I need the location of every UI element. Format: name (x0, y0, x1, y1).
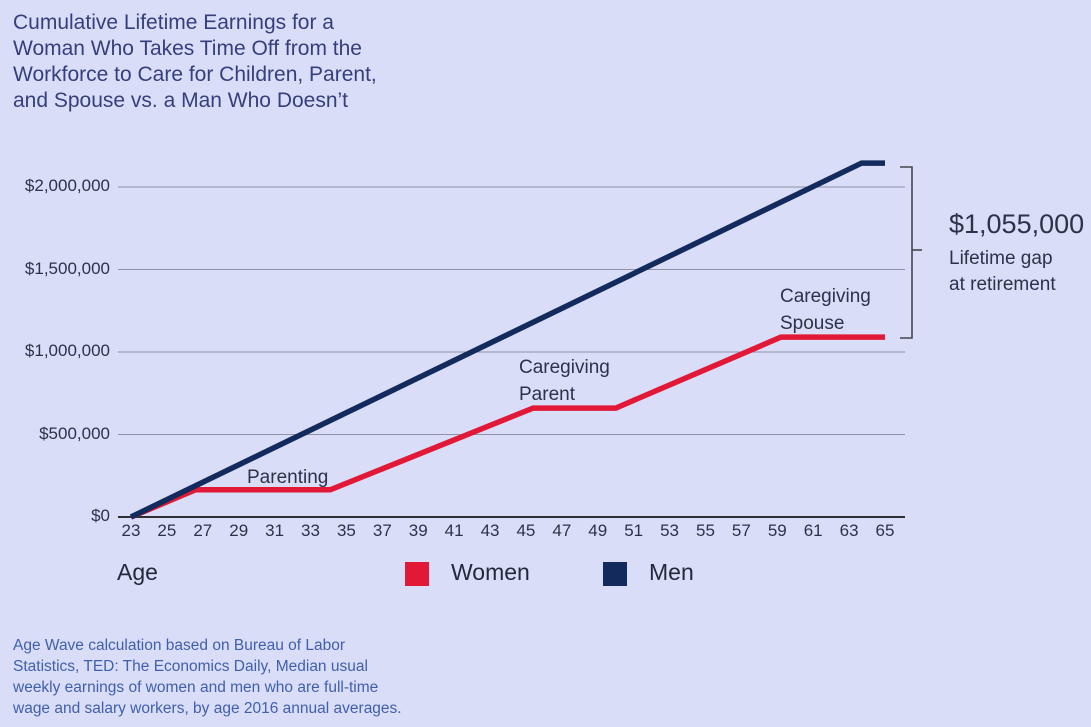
x-axis-tick-label: 35 (336, 521, 356, 540)
x-axis-tick-label: 53 (660, 521, 680, 540)
x-axis-title: Age (117, 559, 158, 585)
women-color-swatch (405, 562, 429, 586)
chart-title: Cumulative Lifetime Earnings for a Woman… (13, 11, 377, 112)
annotation-caregiving-parent: Caregiving Parent (519, 357, 610, 405)
x-axis-tick-label: 43 (480, 521, 500, 540)
x-axis-tick-label: 39 (408, 521, 428, 540)
x-axis-tick-label: 37 (372, 521, 392, 540)
y-axis-tick-label: $2,000,000 (24, 176, 110, 195)
legend-label-men: Men (649, 559, 694, 585)
x-axis-tick-label: 31 (265, 521, 285, 540)
series-line-women (129, 334, 885, 520)
gap-bracket (900, 166, 922, 339)
series-line-men (129, 160, 885, 520)
gap-amount: $1,055,000 (949, 209, 1085, 239)
x-axis-tick-label: 47 (552, 521, 572, 540)
source-note: Age Wave calculation based on Bureau of … (13, 637, 402, 717)
y-axis-tick-label: $0 (91, 506, 110, 525)
x-axis-tick-label: 61 (803, 521, 823, 540)
legend-item-women: Women (405, 559, 530, 586)
y-axis-tick-label: $1,500,000 (24, 258, 110, 278)
legend-label-women: Women (451, 559, 530, 585)
series-lines (129, 160, 885, 520)
x-axis-tick-label: 63 (839, 521, 859, 540)
x-axis-tick-label: 49 (588, 521, 608, 540)
y-axis-tick-label: $1,000,000 (24, 341, 110, 360)
annotation-caregiving-spouse: Caregiving Spouse (780, 286, 871, 334)
gap-bracket-body (900, 166, 913, 339)
x-axis-tick-label: 65 (875, 521, 895, 540)
x-axis-tick-label: 55 (696, 521, 715, 540)
legend-item-men: Men (603, 559, 694, 586)
x-axis-tick-label: 29 (229, 521, 249, 540)
x-axis-tick-label: 57 (731, 521, 751, 540)
x-axis-tick-label: 51 (624, 521, 644, 540)
x-axis-tick-label: 33 (301, 521, 320, 540)
gap-caption: Lifetime gap at retirement (949, 248, 1056, 295)
y-axis-tick-label: $500,000 (39, 423, 110, 443)
x-axis-tick-label: 23 (121, 521, 141, 540)
annotation-parenting: Parenting (247, 467, 329, 488)
x-axis-tick-label: 45 (516, 521, 536, 540)
gridlines (118, 186, 905, 518)
x-axis-tick-label: 41 (444, 521, 464, 540)
men-color-swatch (603, 562, 627, 586)
x-axis-tick-label: 59 (767, 521, 787, 540)
x-axis-tick-label: 27 (193, 521, 213, 540)
x-axis-tick-label: 25 (157, 521, 177, 540)
